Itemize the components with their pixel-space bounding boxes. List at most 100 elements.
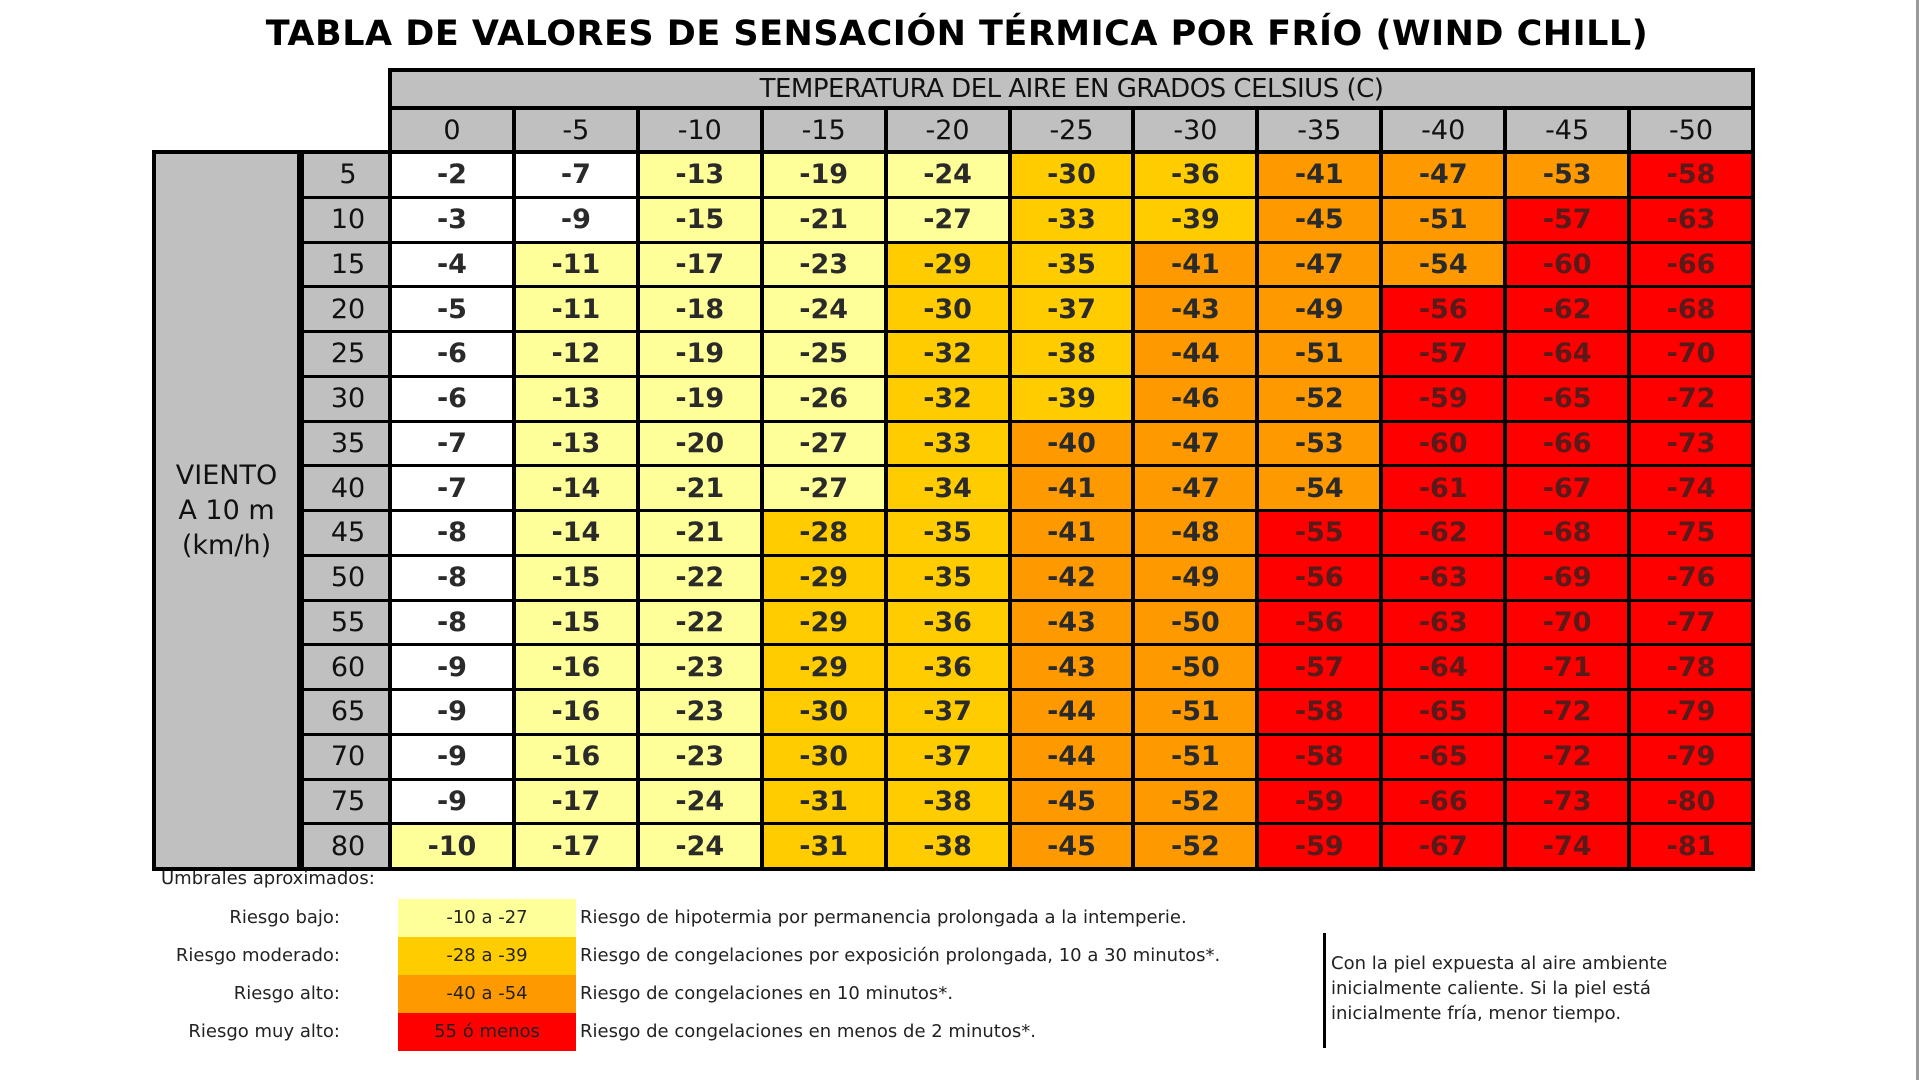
wind-chill-cell: -58 [1631, 154, 1751, 196]
wind-chill-cell: -51 [1135, 735, 1256, 778]
footnote: Con la piel expuesta al aire ambiente in… [1331, 951, 1751, 1026]
wind-chill-cell: -13 [639, 154, 760, 196]
wind-chill-cell: -37 [1011, 288, 1132, 330]
wind-chill-cell: -3 [392, 198, 512, 241]
legend-swatch: -40 a -54 [398, 975, 576, 1013]
wind-chill-cell: -43 [1135, 288, 1256, 330]
wind-speed-row-headers: 5 10 15 20 25 30 35 40 45 50 55 60 65 70 75 80 [300, 150, 388, 871]
wind-chill-cell: -9 [392, 735, 512, 778]
wind-chill-cell: -18 [639, 288, 760, 330]
wind-chill-cell: -51 [1259, 333, 1380, 375]
wind-chill-cell: -64 [1507, 333, 1628, 375]
wind-speed-row-header: 65 [304, 691, 388, 733]
wind-chill-cell: -41 [1011, 467, 1132, 509]
page-title: TABLA DE VALORES DE SENSACIÓN TÉRMICA PO… [265, 14, 1649, 54]
wind-chill-cell: -66 [1631, 243, 1751, 286]
wind-chill-cell: -48 [1135, 512, 1256, 554]
wind-chill-cell: -9 [392, 691, 512, 733]
wind-chill-cell: -17 [515, 780, 636, 823]
wind-chill-cell: -57 [1507, 198, 1628, 241]
wind-chill-cell: -46 [1135, 377, 1256, 420]
wind-chill-cell: -31 [763, 780, 884, 823]
wind-chill-cell: -77 [1631, 601, 1751, 644]
wind-chill-cell: -23 [639, 691, 760, 733]
wind-chill-cell: -81 [1631, 825, 1751, 867]
wind-speed-row-header: 40 [304, 467, 388, 509]
wind-chill-cell: -31 [763, 825, 884, 867]
temperature-column-header: 0 [392, 110, 512, 151]
wind-chill-cell: -7 [515, 154, 636, 196]
wind-chill-cell: -12 [515, 333, 636, 375]
wind-chill-cell: -26 [763, 377, 884, 420]
legend-swatch: -28 a -39 [398, 937, 576, 975]
wind-chill-cell: -51 [1135, 691, 1256, 733]
wind-chill-cell: -22 [639, 601, 760, 644]
wind-chill-cell: -74 [1507, 825, 1628, 867]
wind-chill-cell: -4 [392, 243, 512, 286]
temperature-column-header: -50 [1631, 110, 1751, 151]
footnote-line: inicialmente caliente. Si la piel está [1331, 978, 1651, 999]
wind-chill-cell: -24 [639, 825, 760, 867]
wind-chill-cell: -8 [392, 556, 512, 599]
wind-chill-cell: -63 [1383, 601, 1504, 644]
wind-speed-row-header: 10 [304, 198, 388, 241]
wind-chill-cell: -72 [1507, 691, 1628, 733]
temperature-column-header: -45 [1507, 110, 1628, 151]
wind-chill-cell: -29 [887, 243, 1008, 286]
temperature-column-header: -25 [1011, 110, 1132, 151]
wind-chill-cell: -13 [515, 377, 636, 420]
wind-chill-cell: -68 [1631, 288, 1751, 330]
wind-chill-cell: -9 [392, 780, 512, 823]
wind-chill-cell: -17 [639, 243, 760, 286]
wind-chill-cell: -78 [1631, 646, 1751, 688]
wind-chill-cell: -15 [515, 556, 636, 599]
wind-chill-cell: -24 [639, 780, 760, 823]
wind-chill-cell: -54 [1383, 243, 1504, 286]
wind-chill-cell: -30 [763, 691, 884, 733]
wind-chill-cell: -6 [392, 377, 512, 420]
wind-chill-cell: -13 [515, 422, 636, 465]
wind-chill-cell: -59 [1259, 825, 1380, 867]
wind-chill-cell: -63 [1631, 198, 1751, 241]
wind-chill-cell: -21 [639, 512, 760, 554]
wind-chill-cell: -62 [1383, 512, 1504, 554]
wind-chill-cell: -50 [1135, 646, 1256, 688]
wind-chill-cell: -41 [1011, 512, 1132, 554]
footnote-line: Con la piel expuesta al aire ambiente [1331, 953, 1668, 974]
wind-chill-cell: -16 [515, 735, 636, 778]
wind-chill-cell: -45 [1011, 825, 1132, 867]
wind-chill-cell: -32 [887, 377, 1008, 420]
wind-chill-cell: -70 [1507, 601, 1628, 644]
wind-chill-cell: -33 [1011, 198, 1132, 241]
wind-chill-cell: -60 [1383, 422, 1504, 465]
footnote-line: inicialmente fría, menor tiempo. [1331, 1003, 1622, 1024]
wind-speed-row-header: 80 [304, 825, 388, 867]
wind-chill-cell: -40 [1011, 422, 1132, 465]
temperature-axis-label: TEMPERATURA DEL AIRE EN GRADOS CELSIUS (… [759, 74, 1384, 104]
wind-chill-cell: -25 [763, 333, 884, 375]
wind-chill-cell: -33 [887, 422, 1008, 465]
wind-chill-cell: -61 [1383, 467, 1504, 509]
wind-chill-cell: -35 [1011, 243, 1132, 286]
wind-chill-cell: -74 [1631, 467, 1751, 509]
risk-legend: Riesgo bajo: -10 a -27 Riesgo de hipoter… [140, 899, 1340, 1051]
legend-description: Riesgo de hipotermia por permanencia pro… [580, 907, 1187, 928]
wind-speed-row-header: 75 [304, 780, 388, 823]
wind-chill-cell: -35 [887, 556, 1008, 599]
wind-chill-cell: -38 [1011, 333, 1132, 375]
wind-speed-row-header: 50 [304, 556, 388, 599]
wind-chill-cell: -21 [639, 467, 760, 509]
legend-row-moderate: Riesgo moderado: -28 a -39 Riesgo de con… [140, 937, 1340, 975]
temperature-column-header: -30 [1135, 110, 1256, 151]
wind-chill-cell: -24 [887, 154, 1008, 196]
wind-chill-cell: -30 [1011, 154, 1132, 196]
wind-chill-cell: -29 [763, 646, 884, 688]
wind-chill-cell: -58 [1259, 691, 1380, 733]
wind-chill-cell: -67 [1383, 825, 1504, 867]
wind-chill-cell: -65 [1383, 691, 1504, 733]
wind-chill-cell: -32 [887, 333, 1008, 375]
wind-chill-cell: -66 [1507, 422, 1628, 465]
wind-chill-cell: -5 [392, 288, 512, 330]
wind-chill-cell: -47 [1135, 467, 1256, 509]
wind-chill-cell: -43 [1011, 646, 1132, 688]
